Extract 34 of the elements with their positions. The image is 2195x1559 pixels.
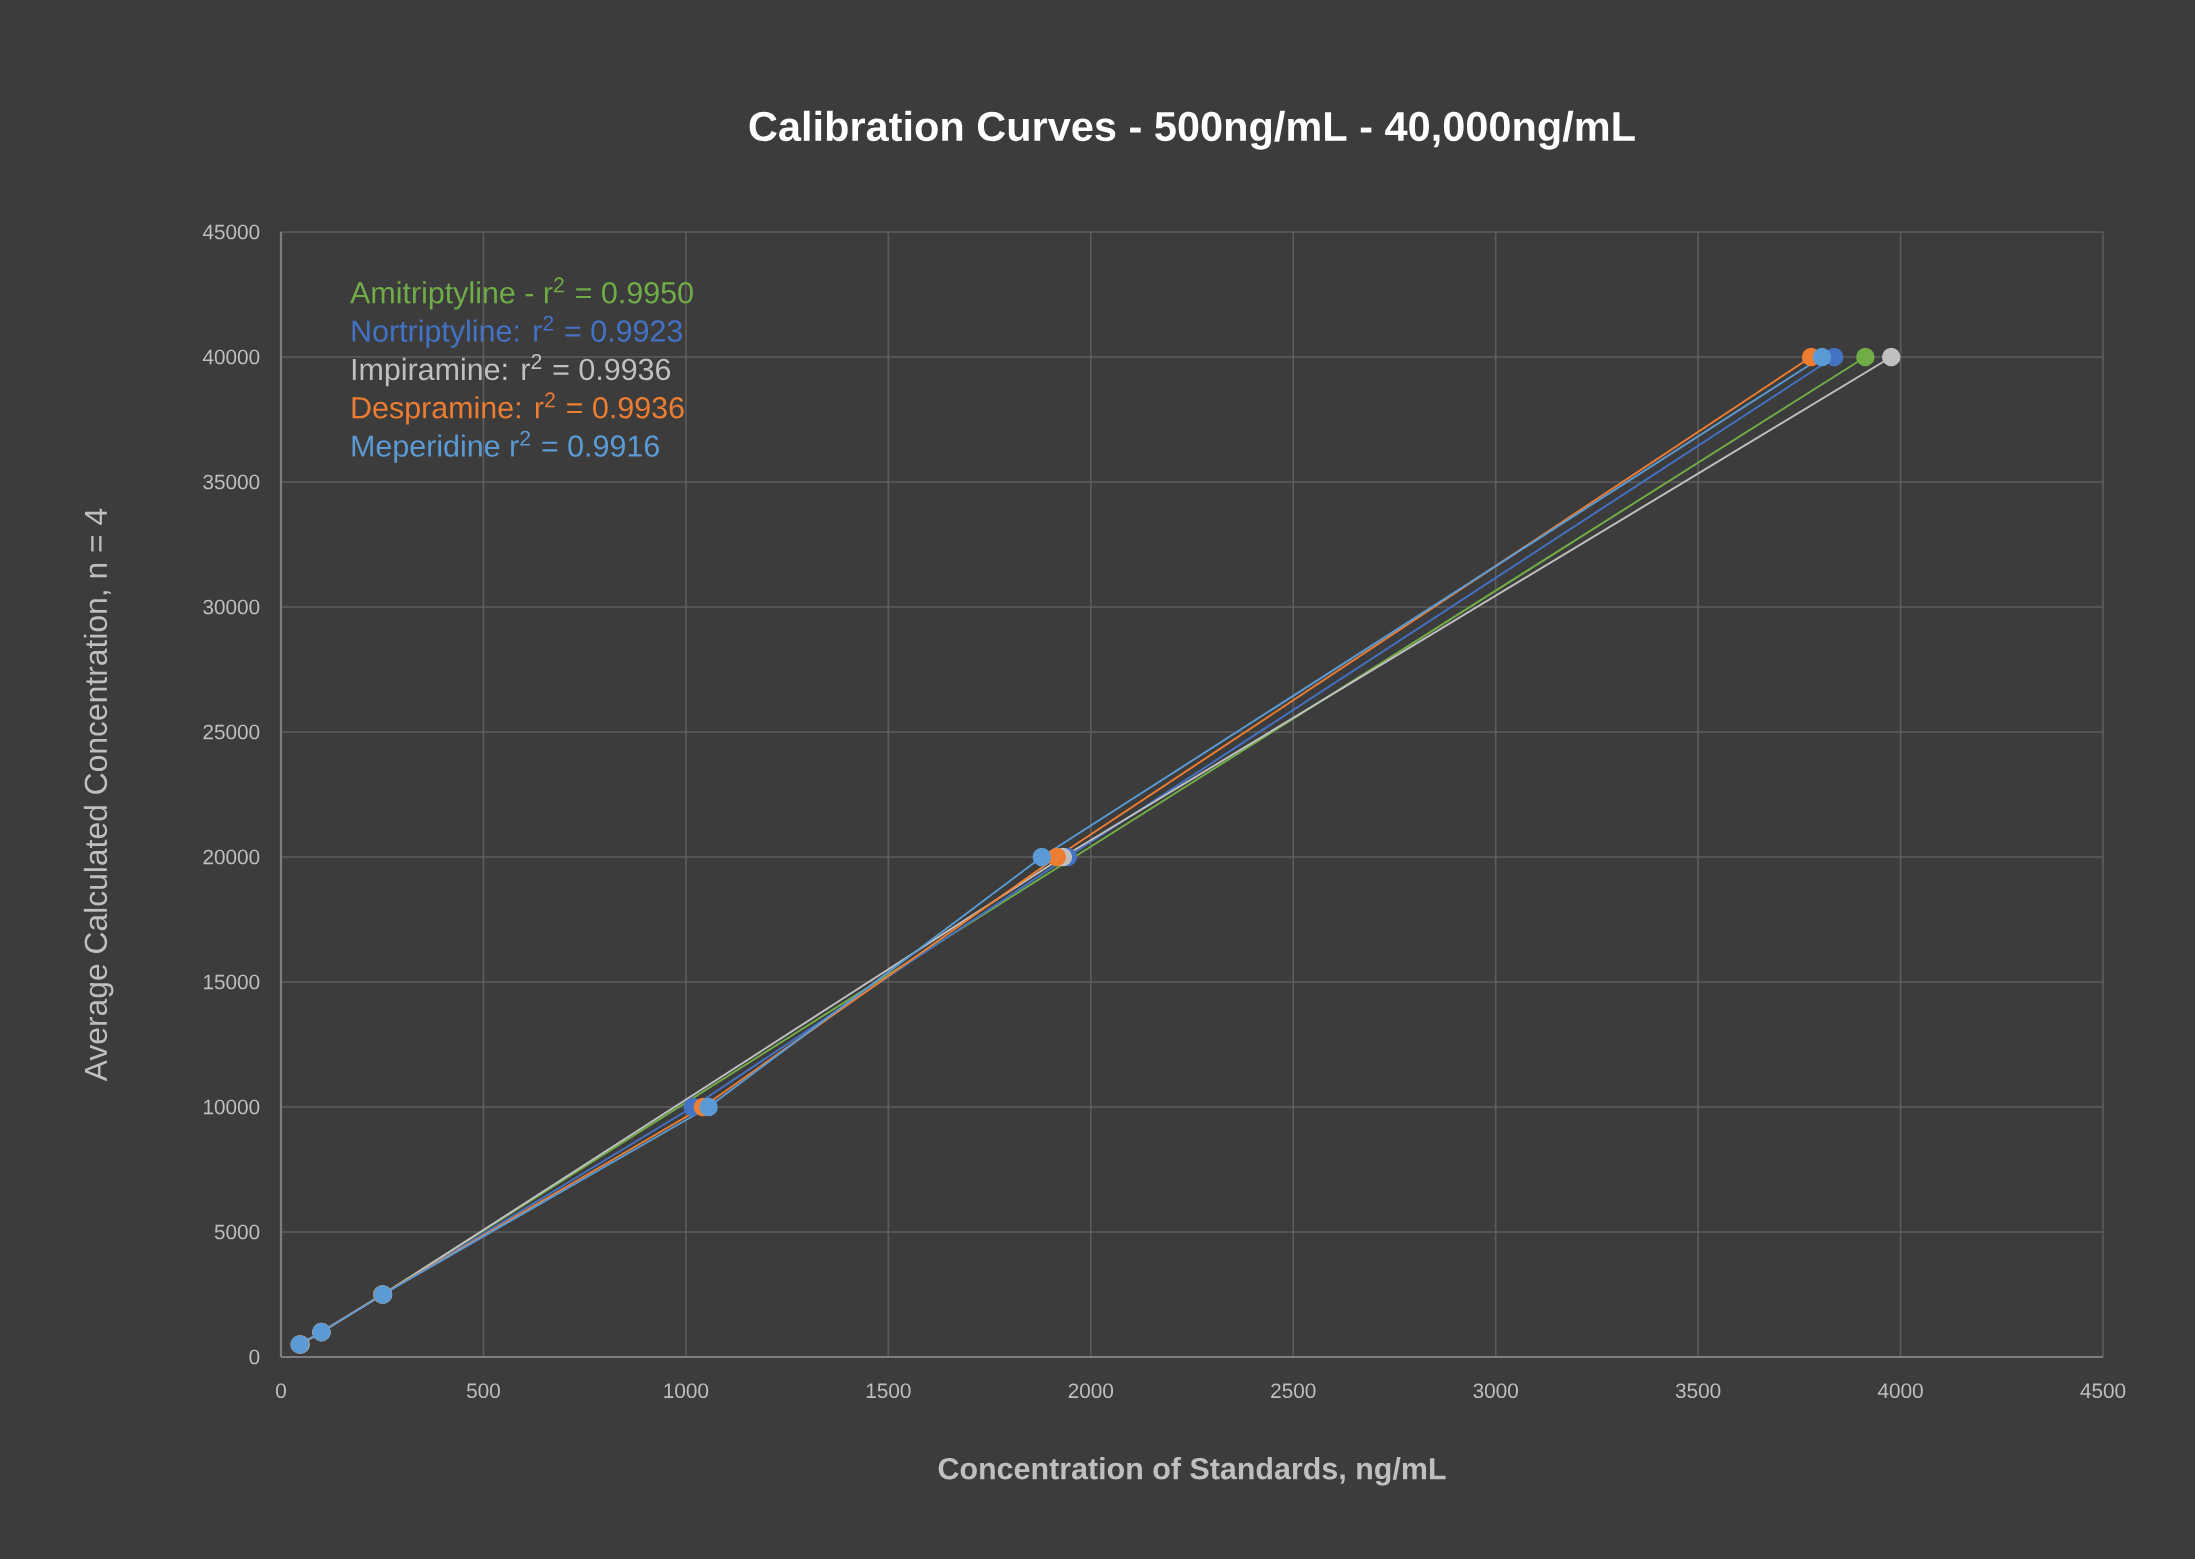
point [1032,847,1052,867]
x-tick-label: 500 [466,1383,500,1399]
y-tick-label: 45000 [202,224,260,240]
text: Amitriptyline - r$^{2}$ = 0.9950 [350,277,693,310]
y-tick-label: 0 [249,1349,260,1365]
x-tick-label: 2500 [1271,1383,1316,1399]
y-tick-label: 35000 [203,474,260,490]
point [1856,347,1875,367]
y-tick-label: 15000 [204,974,260,990]
y-tick-label: 20000 [203,849,260,865]
y-tick-label: 25000 [203,724,260,740]
x-tick-label: 1000 [664,1383,709,1399]
x-tick-label: 1500 [866,1383,911,1399]
y-axis-title: Average Calculated Concentration, n = 4 [83,508,114,1082]
point [1047,847,1067,867]
x-tick-label: 3500 [1675,1383,1721,1399]
point [1881,347,1901,367]
y-tick-label: 30000 [203,599,260,615]
text: Nortriptyline: r$^{2}$ = 0.9923 [352,315,682,348]
x-tick-label: 3000 [1473,1383,1518,1399]
x-tick-label: 4500 [2080,1383,2126,1399]
x-axis-title: Concentration of Standards, ng/mL [938,1457,1446,1486]
x-tick-label: 0 [276,1383,286,1399]
point [699,1097,718,1117]
x-tick-label: 4000 [1877,1383,1923,1399]
y-tick-label: 40000 [202,349,260,365]
y-tick-label: 10000 [204,1099,260,1115]
point [1812,347,1832,367]
text: Meperidine r$^{2}$ = 0.9916 [352,430,659,463]
text: Despramine: r$^{2}$ = 0.9936 [352,392,684,425]
y-tick-label: 5000 [214,1224,260,1240]
x-tick-label: 2000 [1068,1383,1114,1399]
chart-title: Calibration Curves - 500ng/mL - 40,000ng/mL [749,110,1635,150]
text: Impiramine: r$^{2}$ = 0.9936 [352,354,671,387]
